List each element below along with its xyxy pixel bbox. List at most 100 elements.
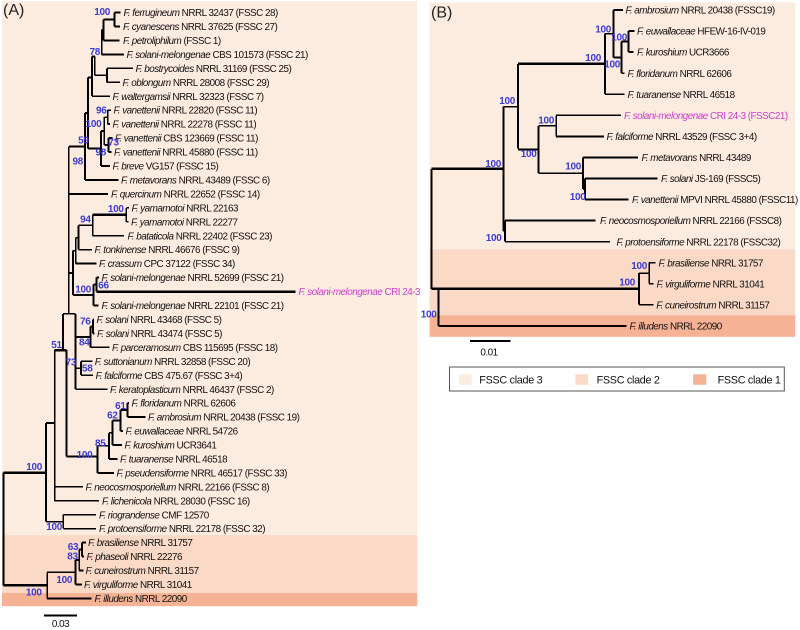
svg-text:F. solani NRRL 43468 (FSSC 5): F. solani NRRL 43468 (FSSC 5) [97, 315, 222, 326]
svg-text:F. solani NRRL 43474 (FSSC 5): F. solani NRRL 43474 (FSSC 5) [97, 329, 222, 340]
svg-text:F. bataticola NRRL 22402 (FSSC: F. bataticola NRRL 22402 (FSSC 23) [128, 231, 273, 242]
svg-text:100: 100 [604, 60, 621, 71]
svg-text:(A): (A) [3, 2, 24, 19]
svg-text:0.01: 0.01 [480, 348, 498, 359]
svg-text:F. falciforme CBS 475.67 (FSSC: F. falciforme CBS 475.67 (FSSC 3+4) [96, 371, 243, 382]
svg-text:F. neocosmosporiellum NRRL 221: F. neocosmosporiellum NRRL 22166 (FSSC8) [600, 216, 782, 227]
svg-text:F. vanettenii NRRL 45880 (FSSC: F. vanettenii NRRL 45880 (FSSC 11) [114, 148, 258, 159]
svg-text:F. falciforme NRRL 43529 (FSSC: F. falciforme NRRL 43529 (FSSC 3+4) [607, 132, 757, 143]
svg-text:78: 78 [89, 47, 100, 58]
svg-text:F. cuneirostrum NRRL 31157: F. cuneirostrum NRRL 31157 [86, 566, 199, 577]
svg-text:76: 76 [80, 316, 91, 327]
svg-text:100: 100 [485, 159, 502, 170]
svg-text:F. virguliforme NRRL 31041: F. virguliforme NRRL 31041 [84, 580, 193, 591]
svg-text:F. suttonianum NRRL 32858 (FSS: F. suttonianum NRRL 32858 (FSSC 20) [95, 357, 251, 368]
svg-text:F. virguliforme NRRL 31041: F. virguliforme NRRL 31041 [657, 279, 766, 290]
svg-text:100: 100 [499, 96, 516, 107]
svg-text:98: 98 [72, 157, 83, 168]
svg-text:100: 100 [94, 7, 111, 18]
svg-text:100: 100 [77, 450, 94, 461]
svg-text:100: 100 [611, 32, 628, 43]
svg-text:F. vanettenii CBS 123669 (FSSC: F. vanettenii CBS 123669 (FSSC 11) [115, 134, 258, 145]
svg-text:F. kuroshium UCR3666: F. kuroshium UCR3666 [637, 48, 730, 59]
svg-text:F. yamamotoi NRRL 22277: F. yamamotoi NRRL 22277 [131, 217, 238, 228]
svg-text:100: 100 [26, 588, 43, 599]
svg-text:98: 98 [96, 148, 107, 159]
svg-text:F. bostrycoides NRRL 31169 (FS: F. bostrycoides NRRL 31169 (FSSC 25) [136, 64, 292, 75]
svg-text:51: 51 [51, 340, 62, 351]
svg-text:73: 73 [66, 358, 77, 369]
svg-text:85: 85 [95, 439, 106, 450]
svg-text:F. solani-melongenae CRI 24-3: F. solani-melongenae CRI 24-3 (FSSC21) [624, 111, 788, 122]
svg-text:100: 100 [565, 162, 582, 173]
svg-text:100: 100 [75, 284, 92, 295]
svg-text:F. solani-melongenae NRRL 2210: F. solani-melongenae NRRL 22101 (FSSC 21… [102, 301, 284, 312]
svg-text:FSSC clade 2: FSSC clade 2 [597, 374, 660, 386]
svg-text:F. metavorans NRRL 43489 (FSSC: F. metavorans NRRL 43489 (FSSC 6) [121, 176, 270, 187]
svg-text:F. ferrugineum NRRL 32437 (FSS: F. ferrugineum NRRL 32437 (FSSC 28) [124, 8, 279, 19]
svg-text:66: 66 [98, 280, 109, 291]
svg-text:100: 100 [538, 116, 555, 127]
svg-text:100: 100 [86, 119, 103, 130]
svg-text:100: 100 [585, 53, 602, 64]
svg-text:F. breve VG157 (FSSC 15): F. breve VG157 (FSSC 15) [113, 162, 219, 173]
svg-text:F. ambrosium NRRL 20438 (FSSC: F. ambrosium NRRL 20438 (FSSC 19) [148, 413, 300, 424]
svg-text:100: 100 [619, 278, 636, 289]
svg-text:F. illudens NRRL 22090: F. illudens NRRL 22090 [95, 594, 188, 605]
svg-text:100: 100 [421, 309, 438, 320]
svg-text:F. cuneirostrum NRRL 31157: F. cuneirostrum NRRL 31157 [656, 300, 769, 311]
svg-text:F. kuroshium UCR3641: F. kuroshium UCR3641 [125, 441, 218, 452]
svg-text:F. ambrosium NRRL 20438 (FSSC1: F. ambrosium NRRL 20438 (FSSC19) [626, 6, 775, 17]
svg-text:F. oblongum NRRL 28008 (FSSC 2: F. oblongum NRRL 28008 (FSSC 29) [123, 78, 270, 89]
svg-text:62: 62 [107, 411, 118, 422]
svg-text:F. protoensiforme NRRL 22178 (: F. protoensiforme NRRL 22178 (FSSC32) [617, 237, 781, 248]
svg-text:F. quercinum NRRL 22652 (FSSC: F. quercinum NRRL 22652 (FSSC 14) [111, 189, 260, 200]
svg-text:F. tonkinense NRRL 46676 (FSSC: F. tonkinense NRRL 46676 (FSSC 9) [95, 245, 240, 256]
svg-text:0.03: 0.03 [52, 619, 70, 630]
svg-text:FSSC clade 3: FSSC clade 3 [479, 374, 542, 386]
svg-text:100: 100 [26, 462, 43, 473]
svg-text:F. solani-melongenae CBS 10157: F. solani-melongenae CBS 101573 (FSSC 21… [127, 50, 309, 61]
svg-text:F. waltergamsii NRRL 32323 (FS: F. waltergamsii NRRL 32323 (FSSC 7) [113, 92, 264, 103]
svg-text:F. vanettenii MPVI NRRL 45880: F. vanettenii MPVI NRRL 45880 (FSSC11) [632, 195, 798, 206]
svg-text:F. floridanum NRRL 62606: F. floridanum NRRL 62606 [628, 69, 733, 80]
svg-text:F. brasiliense NRRL 31757: F. brasiliense NRRL 31757 [88, 538, 192, 549]
svg-text:(B): (B) [431, 5, 452, 22]
svg-text:F. pseudensiforme NRRL 46517 (: F. pseudensiforme NRRL 46517 (FSSC 33) [117, 468, 288, 479]
svg-text:F. solani-melongenae NRRL 5269: F. solani-melongenae NRRL 52699 (FSSC 21… [102, 273, 284, 284]
svg-text:100: 100 [486, 233, 503, 244]
svg-text:100: 100 [108, 204, 125, 215]
svg-text:F. keratoplasticum NRRL 46437: F. keratoplasticum NRRL 46437 (FSSC 2) [110, 385, 274, 396]
svg-text:F. solani-melongenae CRI 24-3: F. solani-melongenae CRI 24-3 [299, 287, 421, 298]
svg-text:F. phaseoli NRRL 22276: F. phaseoli NRRL 22276 [87, 552, 184, 563]
svg-text:84: 84 [79, 337, 90, 348]
svg-text:F. solani JS-169 (FSSC5): F. solani JS-169 (FSSC5) [661, 174, 760, 185]
svg-text:58: 58 [82, 363, 93, 374]
svg-text:100: 100 [631, 261, 648, 272]
svg-text:F. tuaranense NRRL 46518: F. tuaranense NRRL 46518 [628, 90, 736, 101]
svg-text:F. riograndense CMF 12570: F. riograndense CMF 12570 [99, 510, 210, 521]
svg-text:73: 73 [108, 138, 119, 149]
svg-text:F. vanettenii NRRL 22278 (FSSC: F. vanettenii NRRL 22278 (FSSC 11) [113, 120, 257, 131]
svg-text:F. illudens NRRL 22090: F. illudens NRRL 22090 [630, 322, 723, 333]
svg-text:F. petroliphilum (FSSC 1): F. petroliphilum (FSSC 1) [123, 36, 221, 47]
svg-text:F. lichenicola NRRL 28030 (FSS: F. lichenicola NRRL 28030 (FSSC 16) [102, 496, 250, 507]
svg-text:100: 100 [521, 149, 538, 160]
svg-text:83: 83 [67, 552, 78, 563]
svg-text:F. floridanum NRRL 62606: F. floridanum NRRL 62606 [132, 399, 237, 410]
svg-text:100: 100 [570, 192, 587, 203]
svg-text:F. protoensiforme NRRL 22178 (: F. protoensiforme NRRL 22178 (FSSC 32) [99, 524, 265, 535]
svg-text:59: 59 [78, 136, 89, 147]
svg-text:F. tuaranense NRRL 46518: F. tuaranense NRRL 46518 [120, 455, 228, 466]
svg-text:F. metavorans NRRL 43489: F. metavorans NRRL 43489 [642, 153, 752, 164]
svg-text:94: 94 [80, 215, 91, 226]
svg-text:F. neocosmosporiellum NRRL 221: F. neocosmosporiellum NRRL 22166 (FSSC 8… [86, 482, 270, 493]
svg-text:F. crassum CPC 37122 (FSSC 34): F. crassum CPC 37122 (FSSC 34) [99, 259, 235, 270]
svg-text:61: 61 [115, 401, 126, 412]
svg-text:F. euwallaceae HFEW-16-IV-019: F. euwallaceae HFEW-16-IV-019 [637, 27, 766, 38]
svg-text:96: 96 [96, 106, 107, 117]
svg-text:F. brasiliense NRRL 31757: F. brasiliense NRRL 31757 [659, 258, 763, 269]
svg-text:F. parceramosum CBS 115695 (FS: F. parceramosum CBS 115695 (FSSC 18) [112, 343, 278, 354]
svg-text:F. yamamotoi NRRL 22163: F. yamamotoi NRRL 22163 [132, 203, 240, 214]
svg-text:F. vanettenii NRRL 22820 (FSSC: F. vanettenii NRRL 22820 (FSSC 11) [114, 106, 258, 117]
